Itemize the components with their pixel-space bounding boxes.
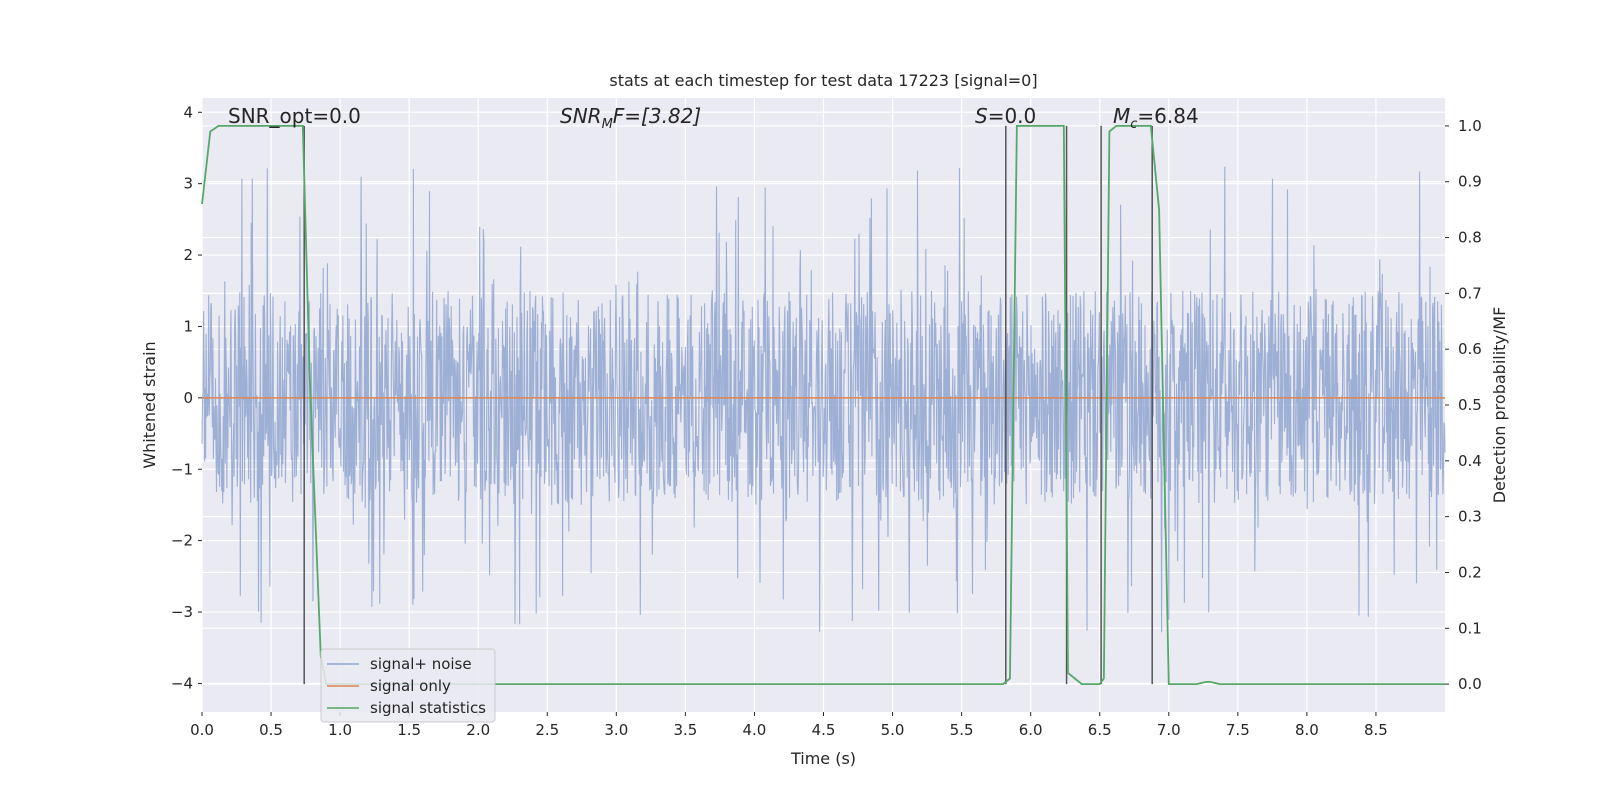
signal-noise-line	[201, 166, 1446, 633]
annotation-mc-base: M	[1113, 104, 1130, 128]
x-tick-label: 7.5	[1226, 721, 1250, 739]
y-tick-label: 2	[183, 246, 193, 264]
annotation-mc-sub: c	[1130, 117, 1137, 132]
x-tick-label: 6.0	[1019, 721, 1043, 739]
annotation-mc-value: =6.84	[1137, 104, 1198, 128]
y-tick-label: −3	[171, 603, 193, 621]
annotation-s-label: S	[975, 104, 988, 128]
y-tick-label: 4	[183, 103, 193, 121]
x-tick-label: 2.5	[535, 721, 559, 739]
annotation-s: S=0.0	[975, 104, 1036, 128]
signal-statistics-line	[201, 125, 1445, 685]
y-tick-labels: −4 −3 −2 −1 0 1 2 3 4	[171, 103, 202, 692]
y2-tick-label: 0.7	[1458, 284, 1482, 302]
y2-tick-label: 0.6	[1458, 340, 1482, 358]
legend-label-signal-only: signal only	[370, 677, 451, 695]
x-tick-label: 5.5	[950, 721, 974, 739]
x-tick-label: 8.5	[1364, 721, 1388, 739]
x-tick-label: 6.5	[1088, 721, 1112, 739]
y2-tick-label: 1.0	[1458, 117, 1482, 135]
y2-tick-label: 0.8	[1458, 229, 1482, 247]
legend: signal+ noise signal only signal statist…	[320, 648, 496, 723]
y-tick-label: 3	[183, 175, 193, 193]
x-tick-label: 2.0	[466, 721, 490, 739]
y2-tick-label: 0.5	[1458, 396, 1482, 414]
x-axis-label: Time (s)	[790, 749, 856, 768]
x-tick-label: 4.5	[812, 721, 836, 739]
y-tick-label: −2	[171, 532, 193, 550]
y2-tick-label: 0.9	[1458, 173, 1482, 191]
y2-tick-label: 0.3	[1458, 508, 1482, 526]
x-tick-label: 0.5	[259, 721, 283, 739]
annotation-snr-mf-rest: F=[3.82]	[613, 104, 701, 128]
annotation-snr-opt: SNR_opt=0.0	[228, 104, 361, 128]
vertical-markers	[303, 125, 1153, 685]
y-tick-label: 1	[183, 317, 193, 335]
x-tick-label: 0.0	[190, 721, 214, 739]
series-signal-noise	[201, 166, 1446, 633]
x-tick-label: 5.0	[881, 721, 905, 739]
series-signal-statistics	[201, 125, 1445, 685]
annotation-s-value: =0.0	[988, 104, 1037, 128]
legend-label-signal-noise: signal+ noise	[370, 655, 472, 673]
annotation-mc: Mc=6.84	[1113, 104, 1199, 132]
y2-tick-label: 0.2	[1458, 563, 1482, 581]
chart-title: stats at each timestep for test data 172…	[609, 71, 1037, 90]
y2-tick-labels: 0.0 0.1 0.2 0.3 0.4 0.5 0.6 0.7 0.8 0.9 1.0	[1445, 117, 1482, 693]
y2-tick-label: 0.0	[1458, 675, 1482, 693]
x-tick-label: 8.0	[1295, 721, 1319, 739]
x-tick-label: 3.0	[604, 721, 628, 739]
y2-tick-label: 0.1	[1458, 619, 1482, 637]
annotation-snr-mf: SNRMF=[3.82]	[560, 104, 701, 132]
x-tick-labels: 0.0 0.5 1.0 1.5 2.0 2.5 3.0 3.5 4.0 4.5 5.0 5.5 6.0 6…	[190, 712, 1388, 739]
annotation-snr-mf-sub: M	[602, 117, 613, 132]
x-tick-label: 4.0	[743, 721, 767, 739]
y2-axis-label: Detection probability/MF	[1490, 307, 1509, 504]
y-tick-label: −1	[171, 460, 193, 478]
x-tick-label: 3.5	[673, 721, 697, 739]
legend-label-signal-statistics: signal statistics	[370, 699, 486, 717]
y-axis-label: Whitened strain	[140, 341, 159, 468]
legend-box	[320, 648, 496, 723]
annotation-snr-mf-base: SNR	[560, 104, 602, 128]
x-tick-label: 1.0	[328, 721, 352, 739]
y-tick-label: 0	[183, 389, 193, 407]
y2-tick-label: 0.4	[1458, 452, 1482, 470]
x-tick-label: 1.5	[397, 721, 421, 739]
x-tick-label: 7.0	[1157, 721, 1181, 739]
y-tick-label: −4	[171, 674, 193, 692]
